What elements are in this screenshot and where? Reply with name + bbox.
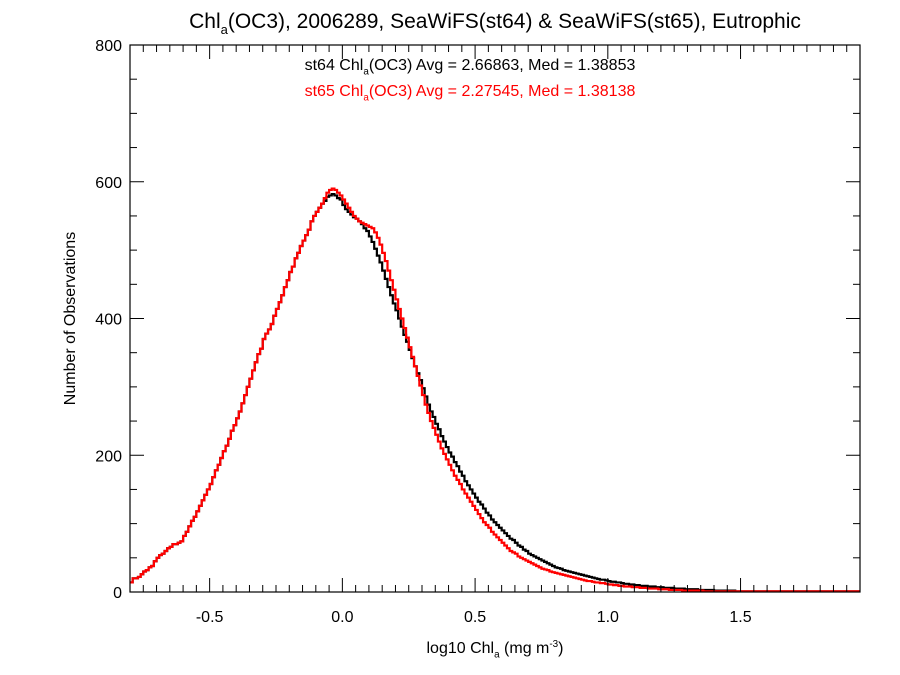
chart-text: -0.5 0.0 0.5 1.0 1.5 0 200 400 600 800 Chla(OC3), … [62,10,801,661]
x-tick-label: 0.5 [464,609,486,626]
x-axis-label: log10 Chla (mg m-3) [427,639,564,661]
stats-annotation-st64: st64 Chla(OC3) Avg = 2.66863, Med = 1.38… [305,57,636,78]
y-tick-label: 200 [95,448,122,465]
y-tick-label: 400 [95,312,122,329]
stats-annotation-st65: st65 Chla(OC3) Avg = 2.27545, Med = 1.38… [305,83,636,104]
series-st64-histogram [130,192,860,592]
y-tick-label: 800 [95,38,122,55]
x-tick-label: 0.0 [331,609,353,626]
chart-title: Chla(OC3), 2006289, SeaWiFS(st64) & SeaW… [189,10,801,37]
axes-frame [129,44,861,593]
axes [129,44,861,593]
x-tick-label: -0.5 [196,609,224,626]
series-line [130,187,860,592]
y-tick-label: 0 [113,585,122,602]
x-tick-label: 1.0 [597,609,619,626]
y-tick-label: 600 [95,175,122,192]
plot-area [130,187,860,592]
series-st65-histogram [130,187,860,592]
x-tick-label: 1.5 [729,609,751,626]
series-line [130,192,860,592]
y-axis-label: Number of Observations [62,232,79,405]
